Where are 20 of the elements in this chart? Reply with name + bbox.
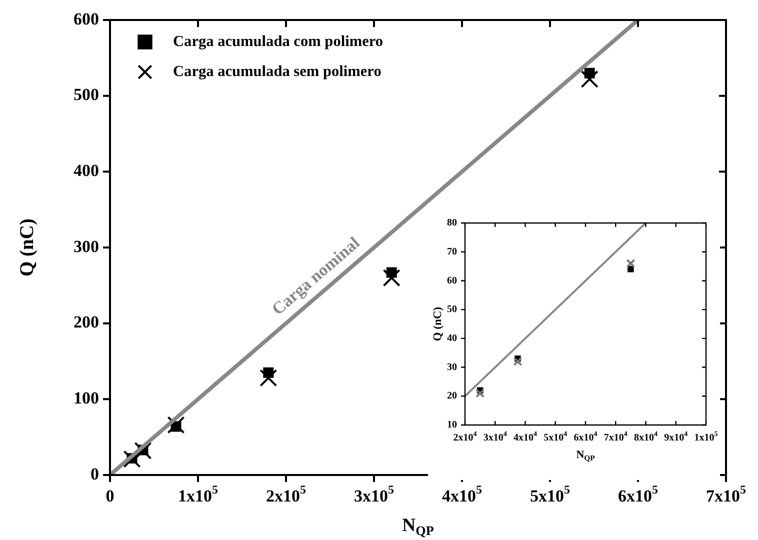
y-tick-label: 10	[447, 420, 457, 431]
y-tick-label: 300	[74, 236, 99, 256]
y-tick-label: 600	[74, 9, 99, 28]
y-tick-label: 30	[447, 362, 457, 373]
y-tick-label: 200	[74, 312, 99, 332]
y-axis-title: Q (nC)	[432, 306, 444, 342]
y-tick-label: 80	[447, 218, 457, 229]
legend-label: Carga acumulada sem polimero	[173, 62, 382, 80]
y-tick-label: 0	[90, 464, 99, 484]
x-tick-label: 0	[106, 486, 114, 506]
y-tick-label: 70	[447, 246, 457, 258]
y-tick-label: 400	[74, 161, 99, 180]
y-axis-title: Q (nC)	[17, 218, 38, 277]
y-tick-label: 40	[447, 333, 457, 344]
y-tick-label: 100	[74, 388, 99, 408]
y-tick-label: 20	[447, 390, 457, 402]
legend-label: Carga acumulada com polimero	[173, 32, 384, 50]
y-tick-label: 60	[447, 275, 457, 286]
y-tick-label: 500	[74, 85, 99, 104]
y-tick-label: 50	[447, 304, 457, 316]
